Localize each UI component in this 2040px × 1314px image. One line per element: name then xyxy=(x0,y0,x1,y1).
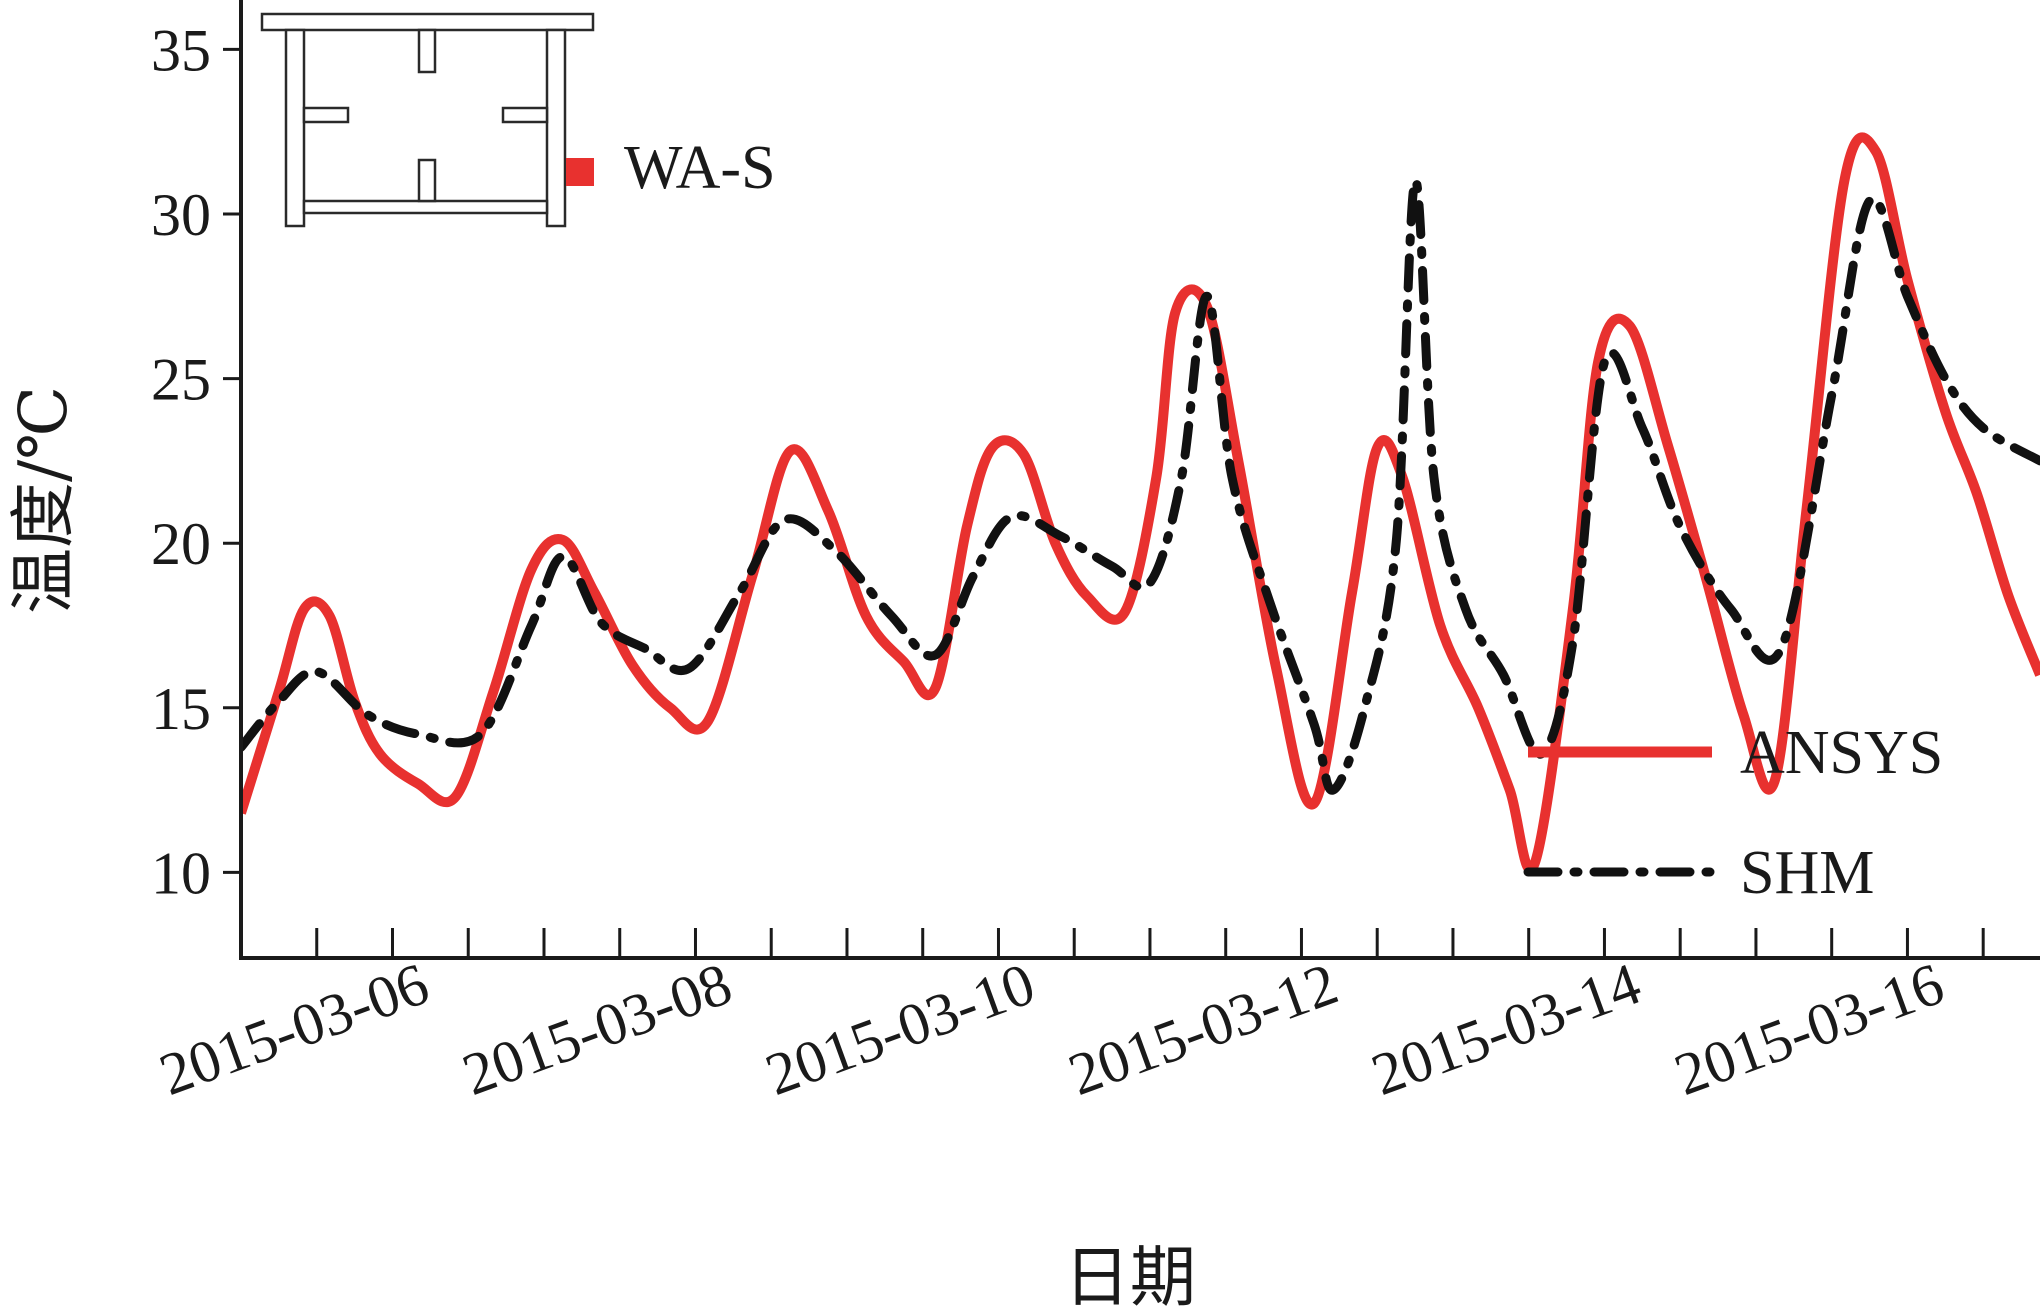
legend-label-ansys: ANSYS xyxy=(1740,719,1943,787)
x-tick-label: 2015-03-12 xyxy=(1060,950,1346,1108)
legend-label-shm: SHM xyxy=(1740,839,1874,907)
inset-bottom-stub xyxy=(417,158,437,203)
y-tick-label: 20 xyxy=(151,511,211,577)
x-ticks: 2015-03-06 2015-03-08 2015-03-10 2015-03-12… xyxy=(151,928,1985,1108)
inset-top-slab xyxy=(260,12,595,32)
inset-right-stub xyxy=(501,106,549,124)
x-tick-label: 2015-03-08 xyxy=(454,950,740,1108)
legend: ANSYS SHM xyxy=(1523,719,1943,907)
y-tick-label: 25 xyxy=(151,347,211,413)
inset-right-wall xyxy=(545,28,567,228)
inset-top-stub xyxy=(417,28,437,74)
x-tick-label: 2015-03-16 xyxy=(1666,950,1952,1108)
x-axis-title: 日期 xyxy=(1064,1239,1196,1314)
y-axis-title: 温度/℃ xyxy=(5,386,82,614)
x-tick-label: 2015-03-06 xyxy=(151,950,437,1108)
structure-inset-diagram: WA-S xyxy=(260,12,776,228)
wa-s-marker xyxy=(566,158,594,186)
y-tick-label: 15 xyxy=(151,676,211,742)
y-ticks: 10 15 20 25 30 35 xyxy=(151,17,241,906)
y-tick-label: 30 xyxy=(151,182,211,248)
inset-label: WA-S xyxy=(624,134,776,202)
inset-left-stub xyxy=(302,106,350,124)
series-line-shm xyxy=(241,176,2040,795)
x-tick-label: 2015-03-10 xyxy=(757,950,1043,1108)
series-layer xyxy=(241,132,2040,875)
y-tick-label: 35 xyxy=(151,17,211,83)
series-line-ansys xyxy=(241,132,2040,875)
inset-left-wall xyxy=(284,28,306,228)
axes xyxy=(239,0,2040,960)
inset-bottom-beam xyxy=(302,199,549,215)
x-tick-label: 2015-03-14 xyxy=(1363,950,1649,1108)
y-tick-label: 10 xyxy=(151,840,211,906)
